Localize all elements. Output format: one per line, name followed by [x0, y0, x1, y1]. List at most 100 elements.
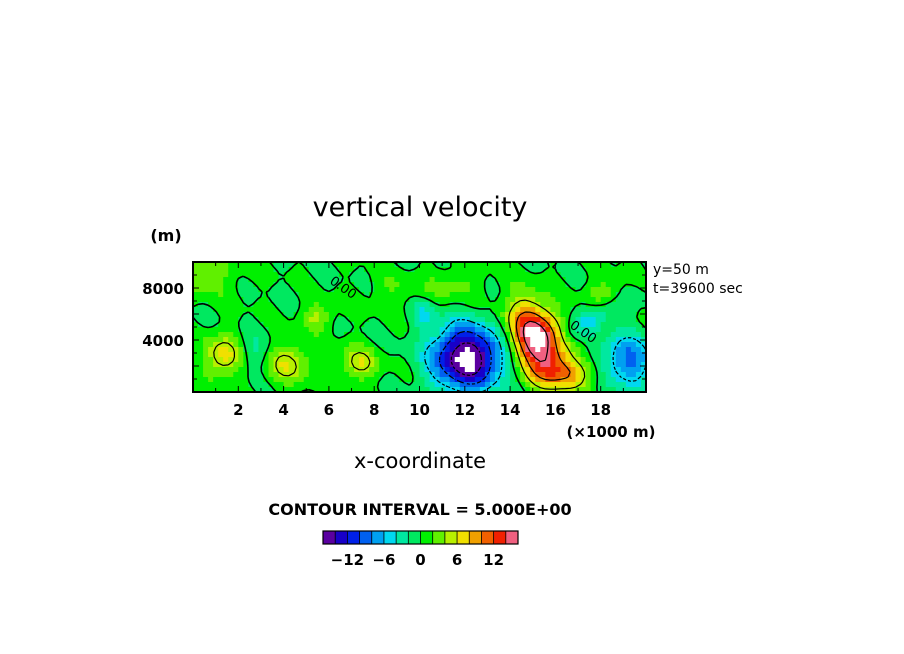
heatmap-cell — [429, 387, 436, 392]
heatmap-cell — [258, 327, 265, 333]
heatmap-cell — [575, 292, 582, 298]
heatmap-cell — [600, 372, 607, 378]
heatmap-cell — [384, 352, 390, 358]
heatmap-cell — [238, 377, 244, 383]
heatmap-cell — [459, 332, 466, 338]
heatmap-cell — [414, 357, 421, 363]
heatmap-cell — [590, 297, 597, 303]
heatmap-cell — [399, 297, 405, 303]
heatmap-cell — [419, 362, 426, 368]
heatmap-cell — [389, 287, 395, 293]
heatmap-cell — [640, 382, 646, 388]
heatmap-cell — [374, 302, 380, 308]
heatmap-cell — [208, 382, 214, 388]
heatmap-cell — [535, 342, 541, 348]
heatmap-cell — [489, 332, 496, 338]
heatmap-cell — [479, 312, 486, 318]
heatmap-cell — [394, 277, 400, 283]
heatmap-cell — [449, 337, 456, 343]
heatmap-cell — [469, 367, 476, 373]
heatmap-cell — [449, 332, 456, 338]
heatmap-cell — [228, 282, 234, 288]
heatmap-cell — [278, 282, 285, 288]
heatmap-cell — [444, 322, 451, 328]
heatmap-cell — [409, 342, 416, 348]
heatmap-cell — [263, 367, 270, 373]
heatmap-cell — [394, 317, 400, 323]
heatmap-cell — [213, 277, 219, 283]
heatmap-cell — [540, 337, 546, 343]
heatmap-cell — [283, 372, 290, 378]
heatmap-cell — [243, 272, 249, 278]
heatmap-cell — [298, 282, 305, 288]
heatmap-cell — [469, 302, 476, 308]
heatmap-cell — [333, 277, 340, 283]
heatmap-cell — [479, 277, 486, 283]
heatmap-cell — [223, 297, 229, 303]
heatmap-cell — [540, 277, 546, 283]
heatmap-cell — [525, 372, 531, 378]
colorbar-swatch — [420, 531, 433, 544]
heatmap-cell — [258, 302, 265, 308]
heatmap-cell — [635, 362, 642, 368]
heatmap-cell — [434, 327, 441, 333]
heatmap-cell — [424, 322, 431, 328]
heatmap-cell — [293, 337, 300, 343]
heatmap-cell — [505, 307, 511, 313]
heatmap-cell — [555, 327, 562, 333]
heatmap-cell — [434, 272, 441, 278]
heatmap-cell — [283, 362, 290, 368]
heatmap-cell — [590, 292, 597, 298]
heatmap-cell — [288, 292, 295, 298]
heatmap-cell — [268, 272, 275, 278]
heatmap-cell — [193, 347, 199, 353]
heatmap-cell — [575, 347, 582, 353]
heatmap-cell — [369, 352, 375, 358]
heatmap-cell — [404, 302, 411, 308]
heatmap-cell — [434, 262, 441, 268]
heatmap-cell — [379, 322, 385, 328]
heatmap-cell — [615, 382, 622, 388]
heatmap-cell — [560, 327, 567, 333]
heatmap-cell — [243, 372, 249, 378]
heatmap-cell — [610, 317, 617, 323]
heatmap-cell — [278, 372, 285, 378]
heatmap-cell — [193, 332, 199, 338]
heatmap-cell — [349, 297, 355, 303]
heatmap-cell — [530, 302, 536, 308]
heatmap-cell — [243, 282, 249, 288]
heatmap-cell — [449, 367, 456, 373]
heatmap-cell — [484, 377, 491, 383]
heatmap-cell — [318, 332, 325, 338]
heatmap-cell — [535, 352, 541, 358]
colorbar-swatch — [493, 531, 507, 544]
heatmap-cell — [273, 317, 280, 323]
heatmap-cell — [610, 377, 617, 383]
heatmap-cell — [620, 322, 627, 328]
heatmap-cell — [293, 287, 300, 293]
heatmap-cell — [580, 267, 587, 273]
heatmap-cell — [333, 332, 340, 338]
heatmap-cell — [404, 352, 411, 358]
x-unit-label: (×1000 m) — [567, 423, 656, 441]
heatmap-cell — [323, 337, 330, 343]
heatmap-cell — [349, 367, 355, 373]
heatmap-cell — [595, 347, 602, 353]
heatmap-cell — [243, 357, 249, 363]
heatmap-cell — [500, 302, 506, 308]
heatmap-cell — [379, 267, 385, 273]
heatmap-cell — [500, 382, 506, 388]
colorbar-frame — [322, 530, 519, 545]
heatmap-cell — [640, 292, 646, 298]
heatmap-cell — [500, 367, 506, 373]
heatmap-cell — [313, 342, 320, 348]
heatmap-cell — [283, 327, 290, 333]
heatmap-cell — [298, 377, 305, 383]
heatmap-cell — [218, 332, 224, 338]
colorbar-swatch — [335, 531, 348, 544]
heatmap-cell — [575, 267, 582, 273]
heatmap-cell — [640, 277, 646, 283]
heatmap-cell — [540, 377, 546, 383]
heatmap-cell — [328, 317, 335, 323]
heatmap-cell — [484, 367, 491, 373]
